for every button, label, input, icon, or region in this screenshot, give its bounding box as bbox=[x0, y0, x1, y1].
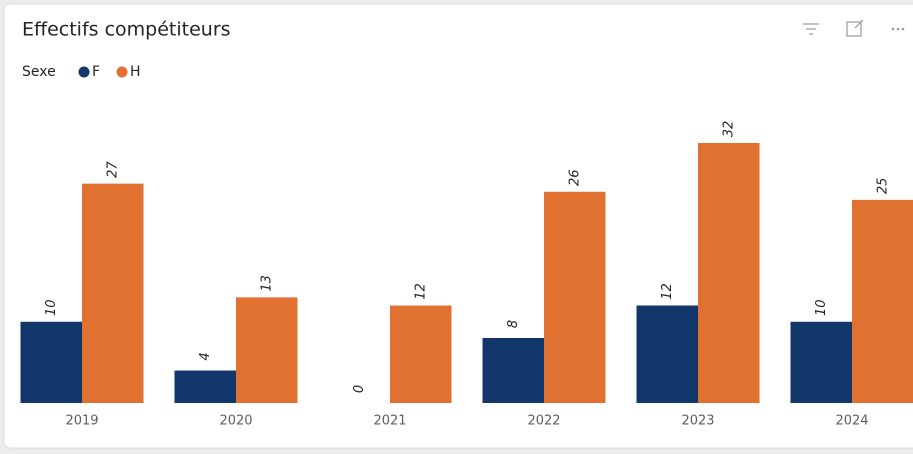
bar bbox=[236, 297, 298, 403]
legend-title: Sexe bbox=[22, 64, 56, 80]
bar bbox=[20, 321, 82, 403]
data-label: 8 bbox=[506, 320, 521, 328]
data-label: 12 bbox=[660, 283, 675, 300]
data-label: 10 bbox=[814, 299, 829, 316]
x-tick-label: 2021 bbox=[373, 414, 406, 429]
x-tick-label: 2020 bbox=[219, 414, 252, 429]
legend-label: F bbox=[92, 64, 100, 80]
x-tick-label: 2023 bbox=[681, 414, 714, 429]
chart-title: Effectifs compétiteurs bbox=[22, 19, 231, 41]
legend-marker bbox=[116, 66, 128, 78]
bar bbox=[482, 338, 544, 403]
data-label: 0 bbox=[352, 385, 367, 393]
bar bbox=[544, 191, 606, 403]
filter-icon[interactable] bbox=[803, 23, 819, 35]
data-label: 27 bbox=[105, 161, 120, 178]
x-tick-label: 2022 bbox=[527, 414, 560, 429]
legend-marker bbox=[78, 66, 90, 78]
bar bbox=[790, 321, 852, 403]
bar bbox=[698, 143, 760, 403]
bar bbox=[852, 199, 913, 403]
bar bbox=[174, 370, 236, 403]
data-label: 4 bbox=[198, 352, 213, 360]
data-label: 13 bbox=[259, 275, 274, 292]
data-label: 25 bbox=[875, 178, 890, 195]
bar bbox=[390, 305, 452, 403]
x-tick-label: 2019 bbox=[65, 414, 98, 429]
bar bbox=[636, 305, 698, 403]
focus-icon[interactable] bbox=[846, 19, 864, 37]
data-label: 26 bbox=[567, 169, 582, 186]
data-label: 10 bbox=[44, 299, 59, 316]
data-label: 32 bbox=[721, 121, 736, 138]
more-icon[interactable] bbox=[891, 27, 905, 31]
x-tick-label: 2024 bbox=[835, 414, 868, 429]
legend-label: H bbox=[130, 64, 141, 80]
bar bbox=[82, 183, 144, 403]
data-label: 12 bbox=[413, 283, 428, 300]
